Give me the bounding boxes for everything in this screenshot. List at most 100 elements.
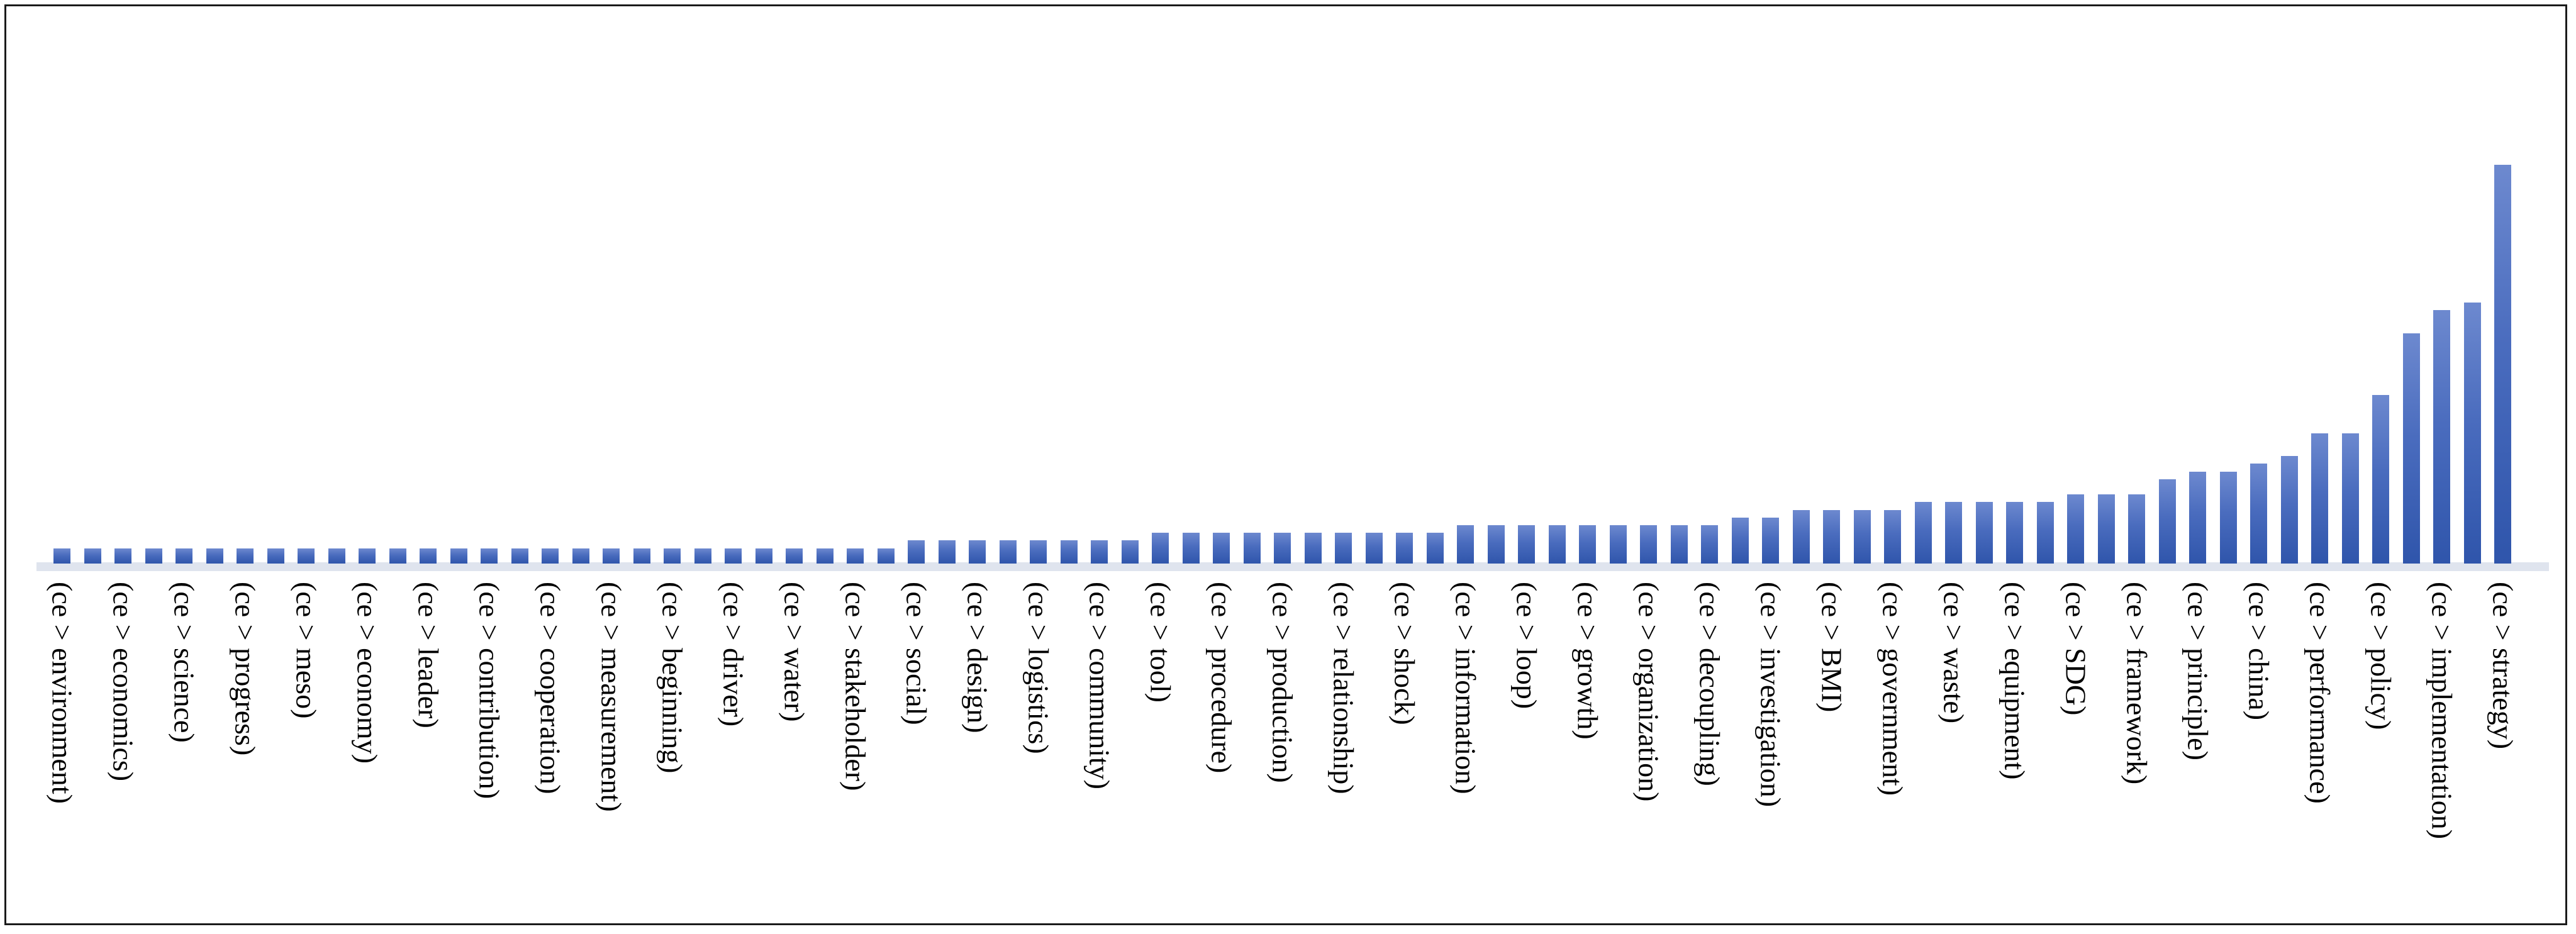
category-label: (ce > logistics) — [1022, 582, 1055, 754]
bar — [969, 540, 986, 564]
bar — [2463, 303, 2481, 564]
category-label: (ce > social) — [900, 582, 933, 725]
bar — [359, 548, 376, 564]
bar — [1060, 540, 1078, 564]
bar — [1762, 517, 1779, 564]
category-label: (ce > driver) — [717, 582, 750, 727]
category-label: (ce > cooperation) — [534, 582, 567, 794]
category-label: (ce > progress) — [229, 582, 262, 756]
category-label: (ce > water) — [778, 582, 811, 722]
bar — [1182, 533, 1200, 564]
bar — [481, 548, 498, 564]
category-label: (ce > principle) — [2182, 582, 2214, 760]
category-label: (ce > growth) — [1571, 582, 1604, 740]
category-label: (ce > decoupling) — [1693, 582, 1726, 786]
bar — [2036, 502, 2054, 564]
bar — [1396, 533, 1413, 564]
category-label: (ce > information) — [1449, 582, 1482, 794]
bar — [237, 548, 254, 564]
bar — [1304, 533, 1322, 564]
bar — [1487, 525, 1505, 564]
bar — [1792, 509, 1810, 564]
bar — [1426, 533, 1444, 564]
bar — [633, 548, 650, 564]
category-label: (ce > organization) — [1632, 582, 1665, 802]
bar — [2158, 479, 2176, 564]
bar — [2067, 494, 2084, 564]
bar — [1945, 502, 1962, 564]
category-label: (ce > economics) — [107, 582, 140, 782]
category-label: (ce > performance) — [2304, 582, 2336, 804]
bar — [1823, 509, 1840, 564]
bar — [1884, 509, 1901, 564]
category-label: (ce > loop) — [1510, 582, 1543, 709]
bar — [2189, 471, 2206, 564]
bar — [1701, 525, 1718, 564]
category-label: (ce > measurement) — [595, 582, 628, 812]
category-label: (ce > design) — [961, 582, 994, 733]
x-axis-line — [36, 562, 2549, 571]
bar — [1213, 533, 1230, 564]
bar — [2433, 310, 2450, 564]
bar — [2128, 494, 2145, 564]
category-label: (ce > meso) — [290, 582, 323, 719]
bar — [938, 540, 956, 564]
category-label: (ce > policy) — [2365, 582, 2397, 730]
bar — [572, 548, 589, 564]
bar — [206, 548, 223, 564]
bar — [999, 540, 1017, 564]
bar — [1548, 525, 1566, 564]
category-label: (ce > leader) — [412, 582, 445, 728]
bar — [389, 548, 406, 564]
category-label: (ce > procedure) — [1205, 582, 1238, 774]
category-label: (ce > tool) — [1144, 582, 1177, 703]
category-label: (ce > relationship) — [1327, 582, 1360, 794]
bar — [2250, 464, 2267, 564]
bar — [267, 548, 284, 564]
bar — [725, 548, 742, 564]
bar — [2006, 502, 2023, 564]
bar — [114, 548, 131, 564]
bar — [2341, 433, 2359, 564]
category-label: (ce > environment) — [46, 582, 79, 804]
bar — [603, 548, 620, 564]
bar — [176, 548, 192, 564]
chart-border-frame — [4, 4, 2567, 925]
bar — [298, 548, 315, 564]
bar — [1853, 509, 1871, 564]
bar — [328, 548, 345, 564]
bar — [1670, 525, 1688, 564]
category-label: (ce > framework) — [2121, 582, 2153, 785]
category-label: (ce > implementation) — [2426, 582, 2458, 840]
bar — [2311, 433, 2328, 564]
bar — [84, 548, 101, 564]
bar — [2219, 471, 2237, 564]
bar — [1975, 502, 1993, 564]
category-label: (ce > BMI) — [1815, 582, 1848, 713]
bar — [694, 548, 711, 564]
category-label: (ce > stakeholder) — [839, 582, 872, 791]
category-label: (ce > beginning) — [656, 582, 689, 774]
bar — [2280, 456, 2298, 564]
bar — [1274, 533, 1291, 564]
bar — [1579, 525, 1596, 564]
bar — [2372, 394, 2389, 564]
bar — [908, 540, 925, 564]
bar — [2097, 494, 2115, 564]
bar — [1518, 525, 1535, 564]
bar — [450, 548, 467, 564]
bar — [755, 548, 772, 564]
category-label: (ce > economy) — [351, 582, 384, 764]
bar — [664, 548, 681, 564]
category-label: (ce > strategy) — [2487, 582, 2519, 750]
bar — [1457, 525, 1474, 564]
bar — [2494, 164, 2511, 564]
bar — [1121, 540, 1139, 564]
bar — [53, 548, 70, 564]
bar — [816, 548, 834, 564]
category-label: (ce > SDG) — [2060, 582, 2092, 716]
category-label: (ce > investigation) — [1754, 582, 1787, 808]
bar — [1914, 502, 1932, 564]
category-label: (ce > community) — [1083, 582, 1116, 789]
bar — [2402, 333, 2420, 564]
